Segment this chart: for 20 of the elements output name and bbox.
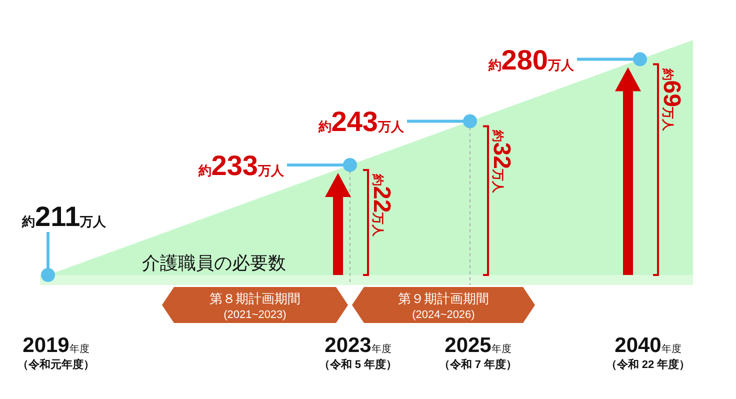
text: 約69万人	[658, 68, 685, 132]
text: （令和元年度）	[18, 359, 94, 371]
data-label: 約233万人	[197, 150, 285, 181]
text: （令和 5 年度）	[318, 359, 398, 371]
category-label: 2019年度	[22, 334, 90, 357]
data-label: 約280万人	[487, 44, 575, 76]
text: 第９期計画期間	[398, 291, 489, 306]
text: 介護職員の必要数	[142, 253, 286, 273]
category-label: 2025年度	[444, 334, 512, 357]
data-label: 約211万人	[21, 201, 108, 232]
text: （令和 22 年度）	[606, 359, 690, 371]
data-label: 約243万人	[317, 106, 405, 138]
category-label: 2040年度	[614, 334, 682, 357]
text: (2024~2026)	[412, 309, 475, 321]
category-label: 2023年度	[324, 334, 392, 357]
text: 第８期計画期間	[210, 291, 300, 306]
text: (2021~2023)	[224, 309, 286, 321]
text: 約32万人	[488, 130, 515, 193]
text: 約22万人	[368, 174, 395, 237]
text: （令和 7 年度）	[438, 359, 518, 371]
